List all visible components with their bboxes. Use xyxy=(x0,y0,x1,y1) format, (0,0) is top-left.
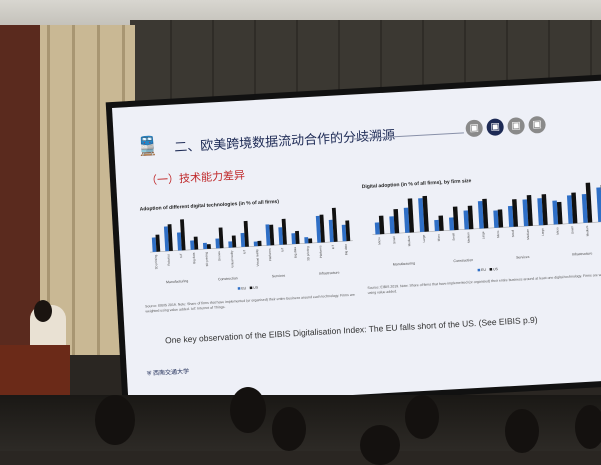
tick-label: 3D printing xyxy=(204,252,209,267)
tick-label: IoT xyxy=(331,245,335,250)
tick-label: Small xyxy=(451,233,455,241)
legend-swatch-us xyxy=(250,286,253,289)
projection-slide: 🚆 二、欧美跨境数据流动合作的分歧溯源 ▣ ▣ ▣ ▣ （一）技术能力差异 Ad… xyxy=(112,80,601,407)
group-label: Services xyxy=(516,255,530,260)
group-label: Manufacturing xyxy=(393,261,415,266)
group-label: Construction xyxy=(453,258,473,263)
train-icon: ▣ xyxy=(465,119,483,137)
tick-label: Micro xyxy=(436,234,440,242)
tick-label: IoT xyxy=(179,253,183,258)
tick-label: Small xyxy=(511,229,515,237)
nav-icons: ▣ ▣ ▣ ▣ xyxy=(465,116,546,137)
tick-label: Virtual reality xyxy=(230,250,235,268)
tick-label: Micro xyxy=(555,227,559,235)
bar-eu xyxy=(152,237,157,252)
legend-eu: EU xyxy=(241,286,247,290)
key-observation: One key observation of the EIBIS Digital… xyxy=(165,315,538,346)
tick-label: 3D printing xyxy=(306,246,311,261)
bar-eu xyxy=(596,187,601,222)
group-label: Infrastructure xyxy=(319,271,340,276)
tick-label: Large xyxy=(481,231,485,239)
tick-label: Micro xyxy=(377,237,381,245)
train-icon: ▣ xyxy=(507,117,525,135)
tick-label: Drones xyxy=(217,251,222,261)
bar-eu xyxy=(434,220,439,231)
train-icon: 🚆 xyxy=(136,135,160,157)
legend-eu: EU xyxy=(481,268,487,272)
bar-us xyxy=(194,237,199,250)
tick-label: 3D printing xyxy=(154,254,159,269)
tick-label: IoT xyxy=(242,250,246,255)
university-logo: ⛨ 西南交通大学 xyxy=(147,366,190,378)
tick-label: Medium xyxy=(466,232,471,243)
bar-eu xyxy=(215,238,219,248)
tick-label: Big data xyxy=(192,252,197,264)
speaker-head xyxy=(34,300,52,322)
bar-eu xyxy=(291,233,295,244)
tick-label: Large xyxy=(422,234,426,242)
tick-label: Medium xyxy=(526,228,531,239)
right-chart: Micro Small Medium Large Micro Small Medium Lar… xyxy=(360,176,601,285)
slide-subtitle: （一）技术能力差异 xyxy=(146,167,246,189)
tick-label: Medium xyxy=(407,235,412,246)
bar-us xyxy=(295,231,300,244)
legend-swatch-eu xyxy=(238,287,241,290)
tick-label: Small xyxy=(570,226,574,234)
tick-label: Platforms xyxy=(268,248,273,261)
tick-label: Big data xyxy=(344,244,349,256)
slide-title: 二、欧美跨境数据流动合作的分歧溯源 xyxy=(174,124,396,155)
group-label: Manufacturing xyxy=(166,279,188,284)
audience xyxy=(0,395,601,451)
logo-text: 西南交通大学 xyxy=(153,369,189,377)
bar-eu xyxy=(203,243,207,249)
tick-label: Virtual reality xyxy=(255,249,260,267)
bar-eu xyxy=(190,240,194,249)
left-chart: 3D printing Robotics IoT Big data 3D printin… xyxy=(138,201,358,303)
tick-label: Medium xyxy=(585,225,590,236)
bar-eu xyxy=(375,222,380,234)
bar-eu xyxy=(254,241,258,246)
train-icon: ▣ xyxy=(528,116,546,134)
legend-swatch-us xyxy=(490,268,493,271)
tick-label: Platforms xyxy=(318,245,323,258)
tick-label: Big data xyxy=(293,247,298,259)
bar-eu xyxy=(241,233,246,247)
bar-us xyxy=(232,235,236,247)
bar-eu xyxy=(449,217,454,230)
tick-label: Micro xyxy=(496,230,500,238)
bar-us xyxy=(257,241,261,246)
tick-label: IoT xyxy=(280,247,284,252)
bar-eu xyxy=(228,241,232,247)
legend-us: US xyxy=(493,267,499,271)
legend-swatch-eu xyxy=(478,269,481,272)
train-icon: ▣ xyxy=(486,118,504,136)
bar-us xyxy=(438,216,443,231)
group-label: Infrastructure xyxy=(572,251,593,256)
group-label: Services xyxy=(272,274,286,279)
group-label: Construction xyxy=(218,276,238,281)
tick-label: Robotics xyxy=(166,253,171,265)
bar-us xyxy=(308,238,312,243)
tick-label: Large xyxy=(540,228,544,236)
legend-us: US xyxy=(253,285,259,289)
bar-us xyxy=(207,244,211,249)
bar-eu xyxy=(304,237,308,243)
tick-label: Small xyxy=(392,236,396,244)
